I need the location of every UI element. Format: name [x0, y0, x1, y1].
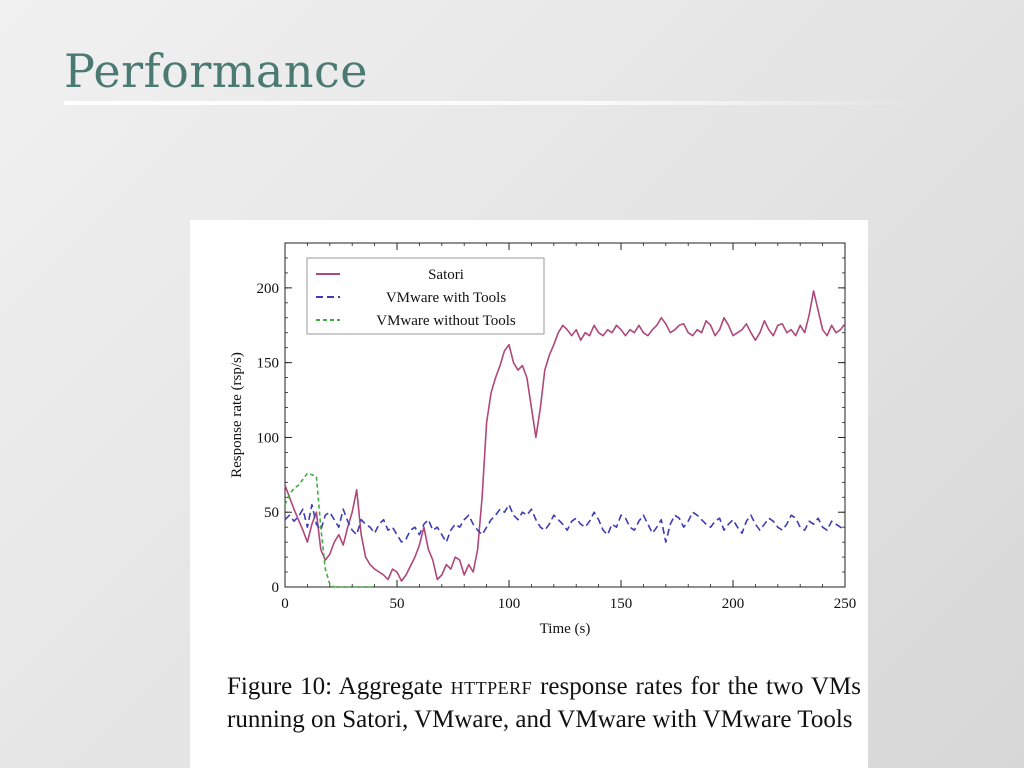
- y-axis-label: Response rate (rsp/s): [229, 352, 245, 478]
- series-line-satori: [284, 290, 846, 582]
- legend-label-vmware-without-tools: VMware without Tools: [376, 313, 516, 329]
- y-tick-label: 50: [264, 505, 279, 521]
- x-tick-label: 250: [834, 596, 857, 612]
- x-tick-label: 0: [281, 596, 289, 612]
- y-tick-label: 100: [257, 430, 280, 446]
- title-underline: [64, 101, 924, 105]
- figure-caption: Figure 10: Aggregate httperf response ra…: [227, 670, 861, 736]
- response-rate-chart: 0 50 100 150 200 250 0 50 100 150 200 Time (s) Respo…: [229, 242, 857, 637]
- x-tick-label: 200: [722, 596, 745, 612]
- series-line-vmware-without-tools: [284, 472, 375, 588]
- slide-title: Performance: [64, 44, 368, 98]
- x-tick-label: 150: [610, 596, 633, 612]
- figure-panel: 0 50 100 150 200 250 0 50 100 150 200 Time (s) Respo…: [190, 220, 868, 768]
- y-tick-label: 150: [257, 356, 280, 372]
- y-tick-label: 0: [272, 580, 280, 596]
- y-tick-label: 200: [257, 281, 280, 297]
- plot-frame: [284, 242, 846, 588]
- legend-label-satori: Satori: [428, 267, 464, 283]
- x-axis-label: Time (s): [540, 621, 591, 637]
- series-line-vmware-with-tools: [284, 503, 846, 543]
- caption-lead: Figure 10: Aggregate: [227, 673, 451, 700]
- x-tick-label: 100: [498, 596, 521, 612]
- caption-rest: response rates for the two VMs running o…: [227, 673, 861, 733]
- x-tick-label: 50: [390, 596, 405, 612]
- legend-label-vmware-with-tools: VMware with Tools: [386, 290, 506, 306]
- legend-box: [306, 257, 545, 335]
- caption-smallcaps: httperf: [450, 673, 533, 700]
